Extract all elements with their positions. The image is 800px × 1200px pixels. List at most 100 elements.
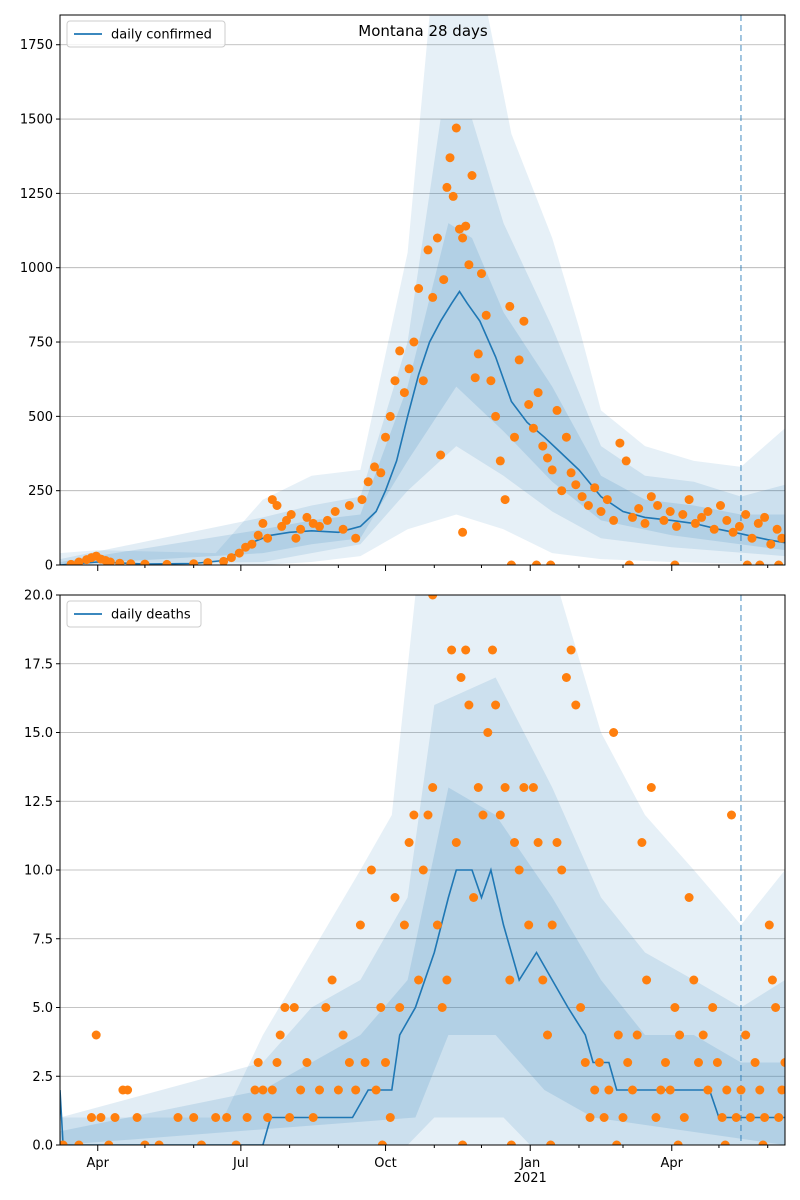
- observed-point-67: [481, 310, 491, 320]
- observed-point-115: [753, 518, 763, 528]
- observed-point-8: [115, 558, 125, 565]
- observed-point-78: [538, 975, 548, 985]
- observed-point-47: [395, 1003, 405, 1012]
- observed-point-96: [634, 504, 644, 513]
- observed-point-66: [477, 269, 486, 279]
- y-tick-label-8: 20.0: [24, 589, 53, 604]
- observed-point-26: [286, 510, 296, 519]
- observed-point-38: [351, 1085, 361, 1095]
- observed-point-71: [505, 975, 515, 985]
- observed-point-56: [437, 1003, 447, 1012]
- observed-point-43: [376, 1003, 386, 1012]
- observed-point-85: [571, 700, 581, 710]
- observed-point-16: [222, 1113, 232, 1122]
- observed-point-75: [519, 316, 529, 326]
- observed-point-85: [566, 468, 576, 478]
- observed-point-10: [140, 1140, 150, 1145]
- y-tick-label-2: 500: [28, 410, 53, 425]
- chart-title: Montana 28 days: [358, 22, 488, 40]
- observed-point-108: [709, 524, 719, 534]
- observed-point-32: [322, 515, 332, 525]
- observed-point-127: [755, 560, 765, 565]
- x-tick-label-2: Oct: [374, 1156, 396, 1171]
- observed-point-119: [777, 533, 785, 543]
- observed-point-14: [197, 1140, 206, 1145]
- y-tick-label-4: 1000: [20, 261, 53, 276]
- observed-point-76: [528, 783, 538, 792]
- observed-point-17: [231, 1140, 241, 1145]
- observed-point-5: [104, 1140, 114, 1145]
- uncertainty-band-inner: [60, 787, 785, 1145]
- observed-point-44: [395, 346, 405, 356]
- observed-point-70: [500, 783, 510, 792]
- x-tick-label-1: Jul: [232, 1156, 249, 1171]
- observed-point-34: [338, 524, 348, 534]
- observed-point-77: [533, 838, 543, 847]
- median-line: [60, 290, 785, 565]
- observed-point-137: [612, 1140, 622, 1145]
- observed-point-91: [599, 1113, 609, 1122]
- observed-point-14: [219, 556, 229, 565]
- y-tick-label-5: 1250: [20, 187, 53, 202]
- observed-point-114: [747, 533, 757, 543]
- observed-point-113: [703, 1085, 713, 1095]
- observed-point-23: [272, 501, 282, 510]
- observed-point-42: [385, 411, 395, 421]
- observed-point-115: [712, 1058, 722, 1067]
- x-tick-label-4: Apr: [661, 1156, 684, 1171]
- observed-point-128: [774, 560, 784, 565]
- observed-point-38: [363, 477, 373, 487]
- observed-point-125: [760, 1113, 770, 1122]
- observed-point-93: [609, 728, 619, 737]
- observed-point-106: [697, 512, 707, 522]
- observed-point-84: [566, 645, 576, 655]
- observed-point-80: [543, 453, 552, 463]
- observed-point-107: [675, 1030, 685, 1040]
- observed-point-123: [750, 1058, 760, 1067]
- observed-point-13: [203, 558, 213, 565]
- observed-point-112: [698, 1030, 708, 1040]
- observed-point-100: [642, 975, 652, 985]
- observed-point-20: [253, 1058, 263, 1067]
- observed-point-21: [258, 1085, 268, 1095]
- observed-point-22: [263, 1113, 273, 1122]
- plot-area: [60, 595, 785, 1145]
- observed-point-127: [767, 975, 777, 985]
- observed-point-55: [442, 182, 452, 192]
- observed-point-69: [491, 411, 501, 421]
- y-tick-label-2: 5.0: [32, 1001, 53, 1016]
- observed-point-128: [771, 1003, 781, 1012]
- observed-point-102: [651, 1113, 661, 1122]
- observed-point-89: [590, 483, 600, 493]
- observed-point-25: [275, 1030, 285, 1040]
- observed-point-16: [234, 548, 244, 558]
- y-tick-label-5: 12.5: [24, 795, 53, 810]
- observed-point-92: [609, 515, 619, 525]
- y-tick-label-0: 0: [45, 559, 53, 574]
- observed-point-98: [646, 492, 656, 502]
- observed-point-97: [640, 518, 650, 528]
- observed-point-107: [703, 507, 713, 516]
- observed-point-95: [628, 512, 637, 522]
- observed-point-33: [321, 1003, 331, 1012]
- observed-point-112: [734, 521, 744, 531]
- y-tick-label-6: 1500: [20, 113, 53, 128]
- observed-point-70: [495, 456, 505, 466]
- plot-area: [60, 15, 785, 565]
- observed-point-71: [500, 495, 510, 505]
- observed-point-133: [377, 1140, 387, 1145]
- observed-point-6: [110, 1113, 120, 1122]
- observed-point-52: [418, 865, 428, 875]
- observed-point-122: [532, 560, 541, 565]
- observed-point-45: [399, 388, 409, 398]
- observed-point-31: [308, 1113, 318, 1122]
- observed-point-138: [673, 1140, 683, 1145]
- observed-point-86: [576, 1003, 586, 1012]
- observed-point-83: [557, 486, 567, 496]
- observed-point-20: [258, 518, 268, 528]
- observed-point-61: [461, 221, 471, 231]
- observed-point-102: [672, 521, 681, 531]
- observed-point-121: [506, 560, 516, 565]
- observed-point-94: [621, 456, 631, 466]
- observed-point-75: [524, 920, 534, 930]
